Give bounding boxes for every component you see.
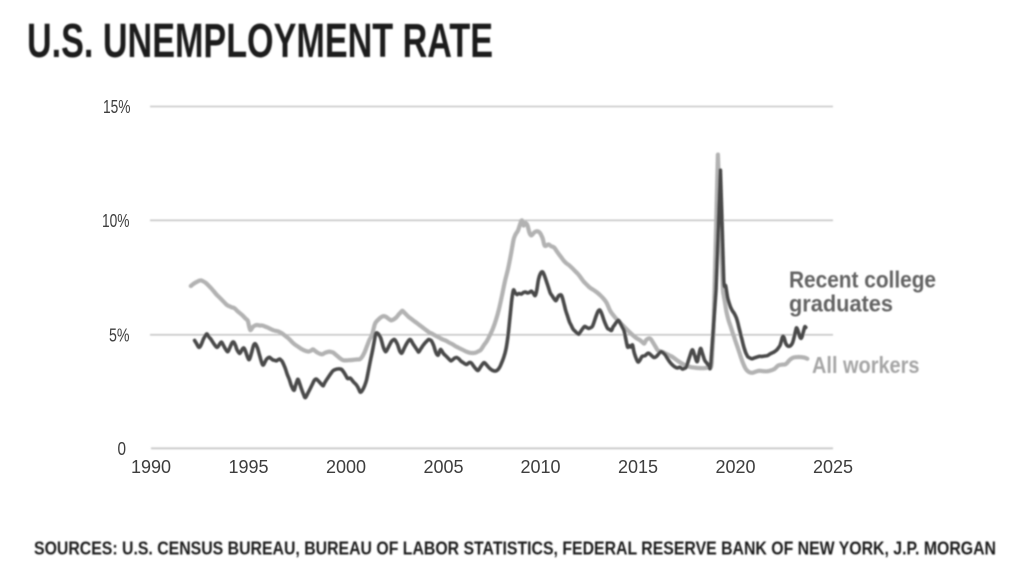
svg-text:0: 0: [118, 439, 127, 459]
svg-text:1995: 1995: [228, 457, 268, 477]
svg-text:10%: 10%: [102, 211, 130, 231]
svg-text:2005: 2005: [423, 457, 463, 477]
svg-text:SOURCES: U.S. CENSUS BUREAU, B: SOURCES: U.S. CENSUS BUREAU, BUREAU OF L…: [34, 539, 996, 559]
svg-text:5%: 5%: [109, 325, 130, 345]
svg-text:2025: 2025: [813, 457, 853, 477]
svg-text:U.S. UNEMPLOYMENT RATE: U.S. UNEMPLOYMENT RATE: [27, 15, 493, 68]
svg-text:2020: 2020: [715, 457, 755, 477]
svg-text:2015: 2015: [618, 457, 658, 477]
svg-text:2000: 2000: [326, 457, 366, 477]
svg-text:Recent college: Recent college: [789, 267, 936, 293]
svg-text:15%: 15%: [103, 97, 131, 117]
svg-text:graduates: graduates: [789, 291, 893, 317]
svg-text:1990: 1990: [131, 457, 171, 477]
svg-text:2010: 2010: [520, 457, 560, 477]
svg-text:All workers: All workers: [812, 352, 920, 378]
